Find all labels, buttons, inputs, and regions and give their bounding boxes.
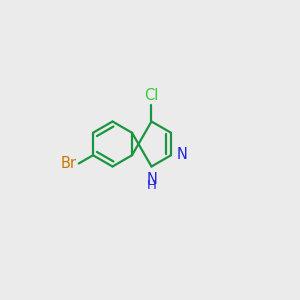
Text: H: H bbox=[147, 179, 157, 192]
Text: Br: Br bbox=[60, 156, 76, 171]
Text: N: N bbox=[177, 147, 188, 162]
Text: Cl: Cl bbox=[144, 88, 159, 103]
Text: N: N bbox=[147, 172, 158, 188]
